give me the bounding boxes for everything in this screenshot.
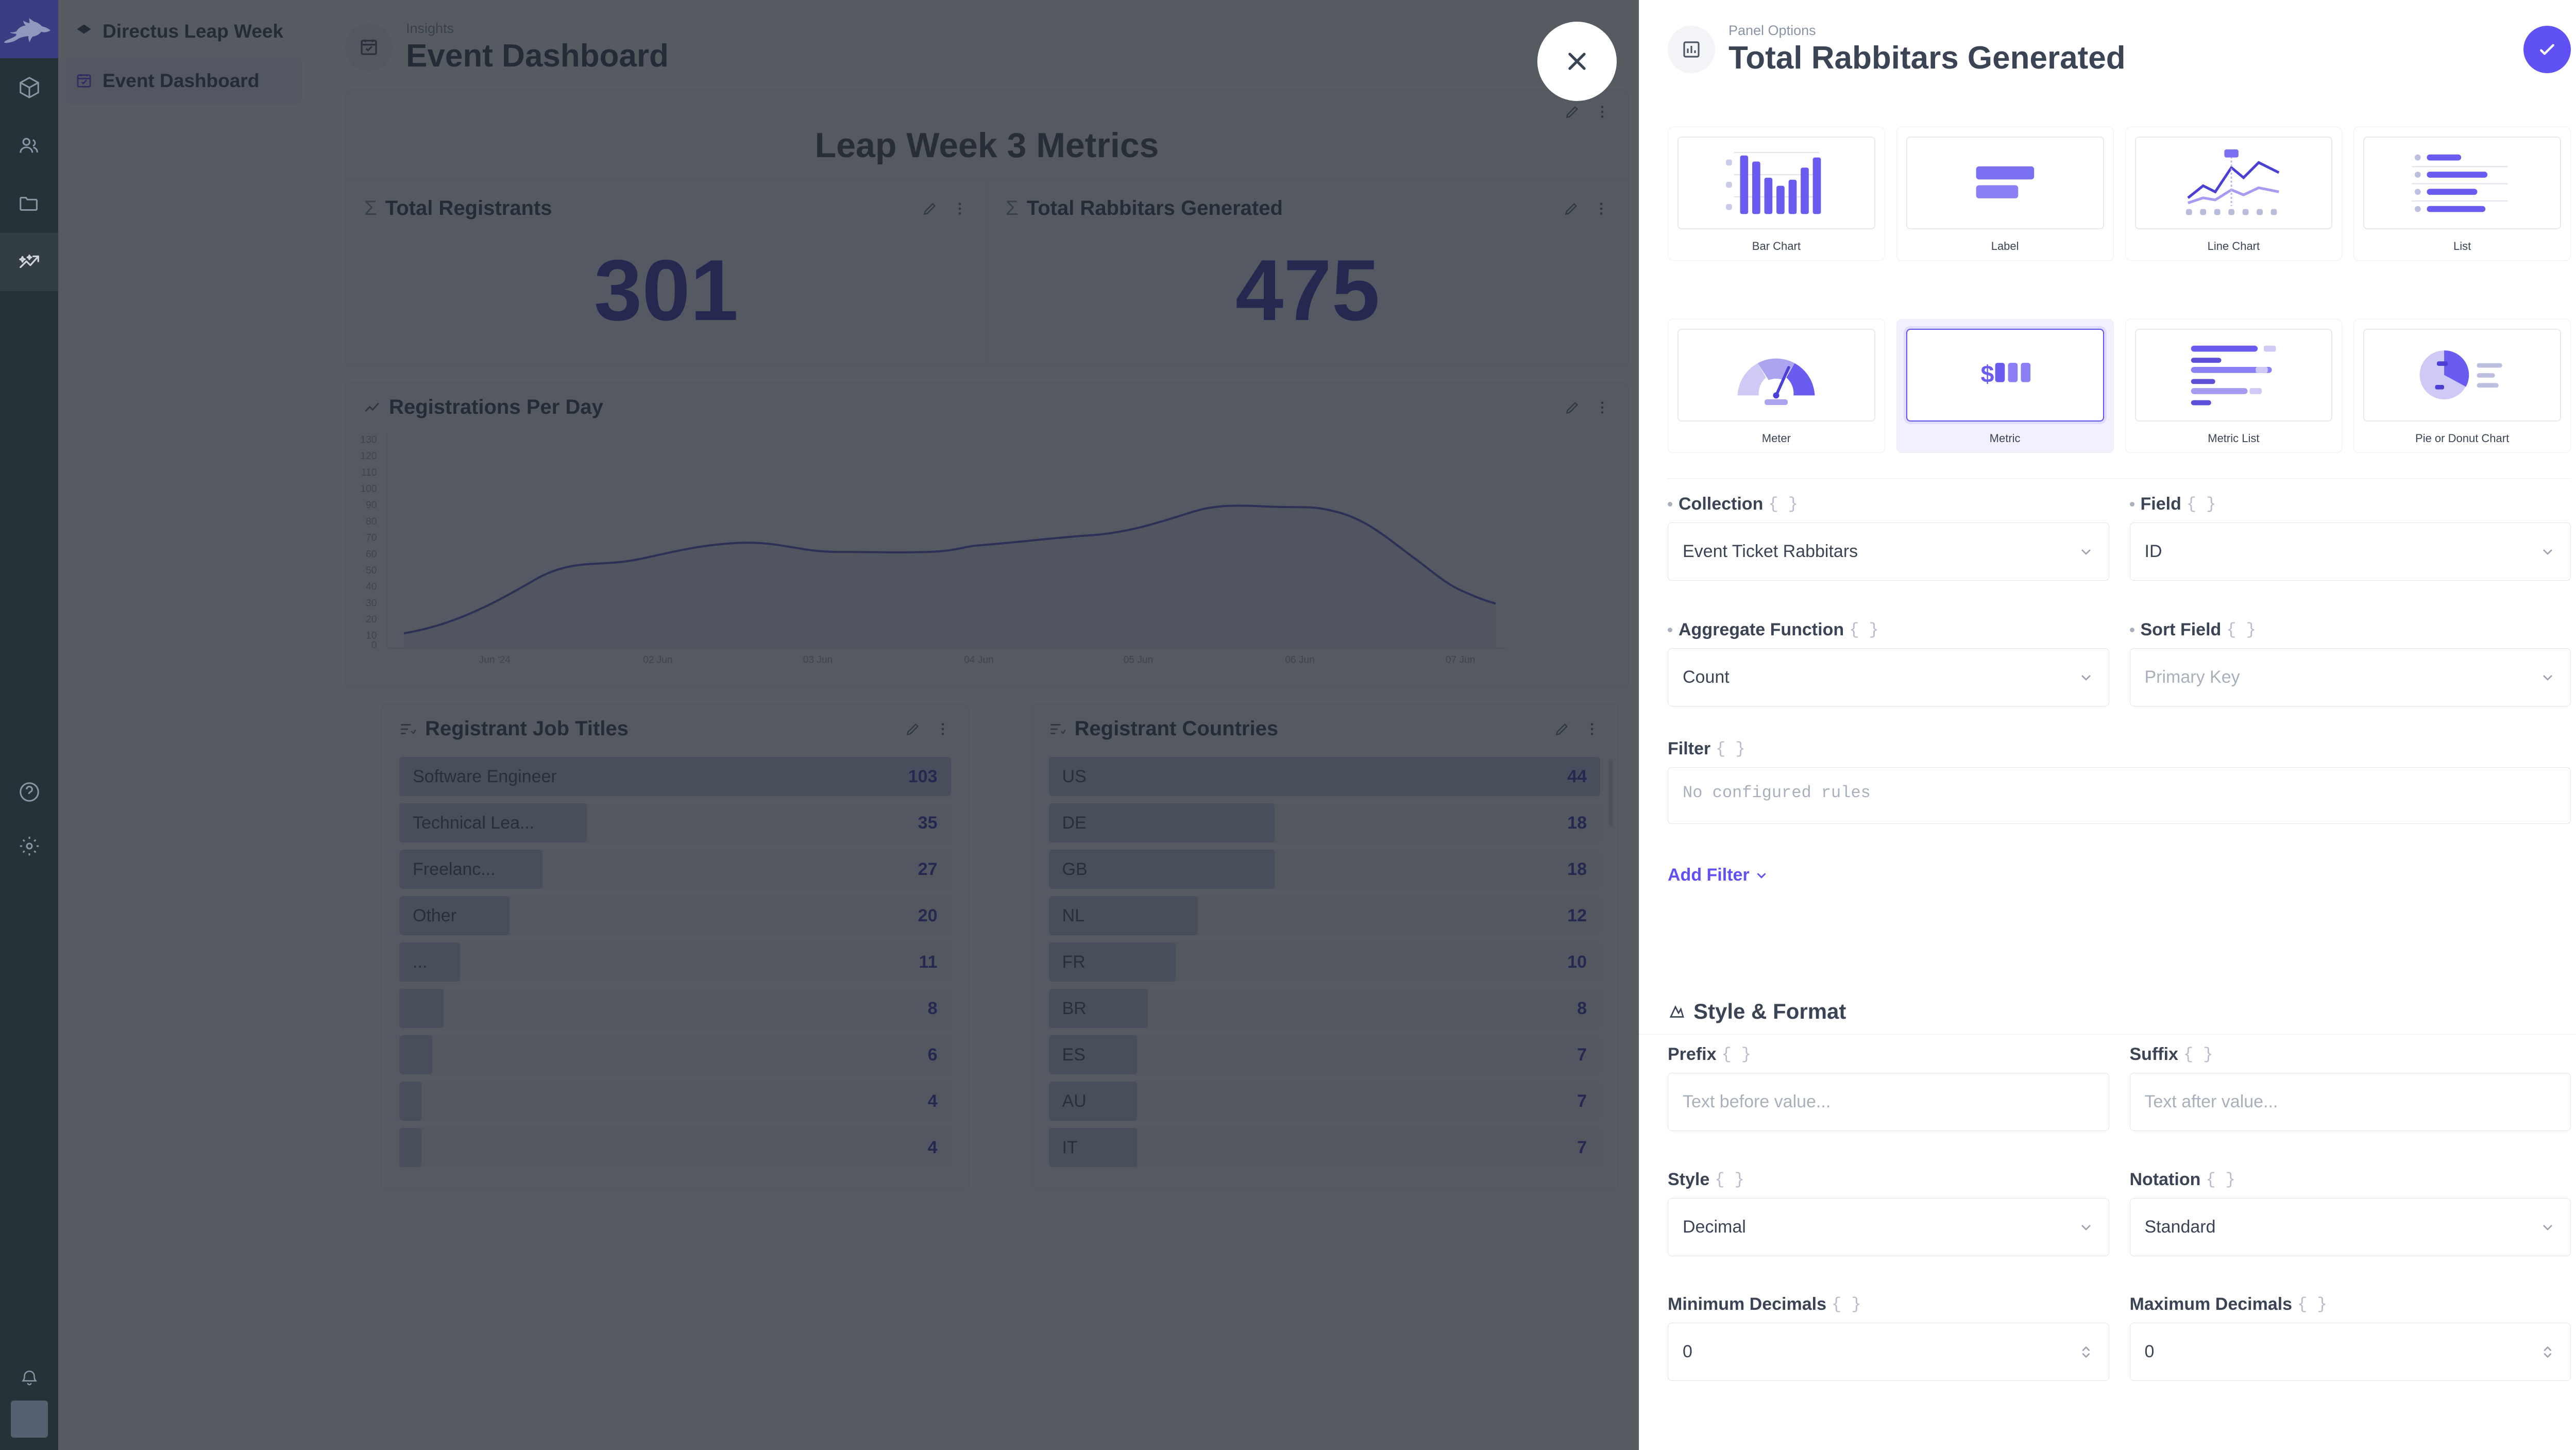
svg-text:$: $ — [1981, 361, 1994, 387]
